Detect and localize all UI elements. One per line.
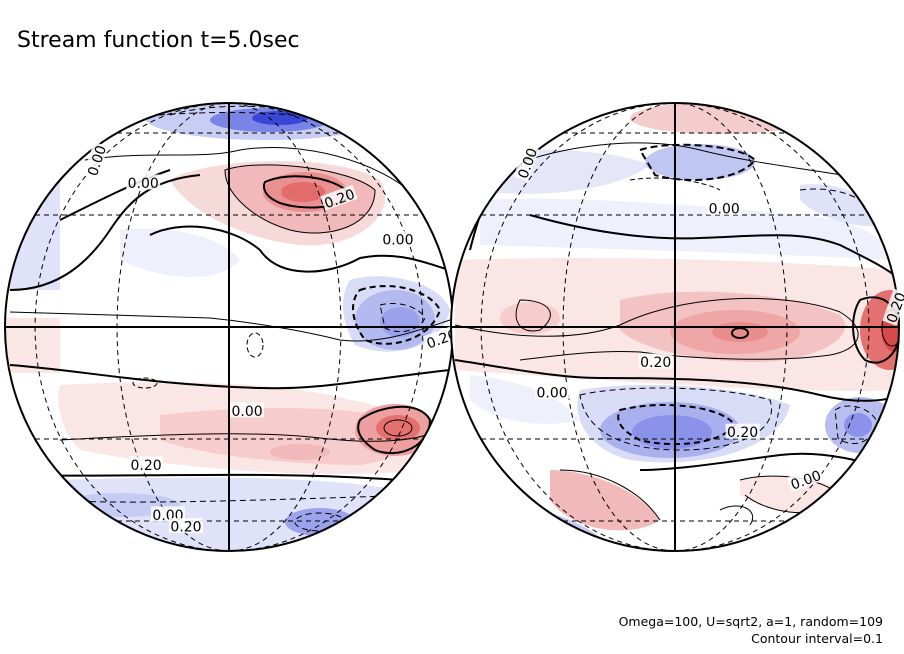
contour-label-bg [786,465,824,492]
contour-label: 0.00 [128,176,159,192]
contour-label: 0.00 [537,386,568,402]
contour-label-bg [169,518,203,534]
contour-label-bg [513,144,540,182]
contour-label-bg [882,288,904,326]
contour-label: 0.20 [131,458,162,474]
footnote-interval: Contour interval=0.1 [751,631,883,646]
contour-label: 0.00 [709,201,740,217]
contour-label-bg [126,174,161,190]
figure-title: Stream function t=5.0sec [17,28,300,53]
contour-label-bg [638,353,673,369]
contour-label-bg [320,184,358,211]
footnote-params: Omega=100, U=sqrt2, a=1, random=109 [619,614,883,629]
contour-label-bg [707,199,742,215]
contour-label: 0.20 [640,355,671,371]
right-graticule [451,103,899,551]
contour-label-bg [535,384,570,399]
contour-label-bg [230,402,265,418]
contour-label: 0.00 [232,404,263,420]
contour-label: 0.00 [382,233,413,249]
contour-label-bg [725,423,760,439]
right-globe-outline [450,102,900,552]
contour-label: 0.20 [727,425,758,441]
right-contour-labels: 0.000.000.200.200.000.200.00 [513,144,904,494]
contour-label-bg [151,506,185,522]
contour-label-bg [83,141,109,179]
right-hemisphere: 0.000.000.200.200.000.200.00 [450,102,904,552]
contour-label-bg [129,456,164,472]
contour-label-bg [380,231,415,246]
left-hemisphere: 0.000.000.200.000.200.000.200.000.20 [4,102,460,552]
contour-label: 0.20 [170,520,201,536]
